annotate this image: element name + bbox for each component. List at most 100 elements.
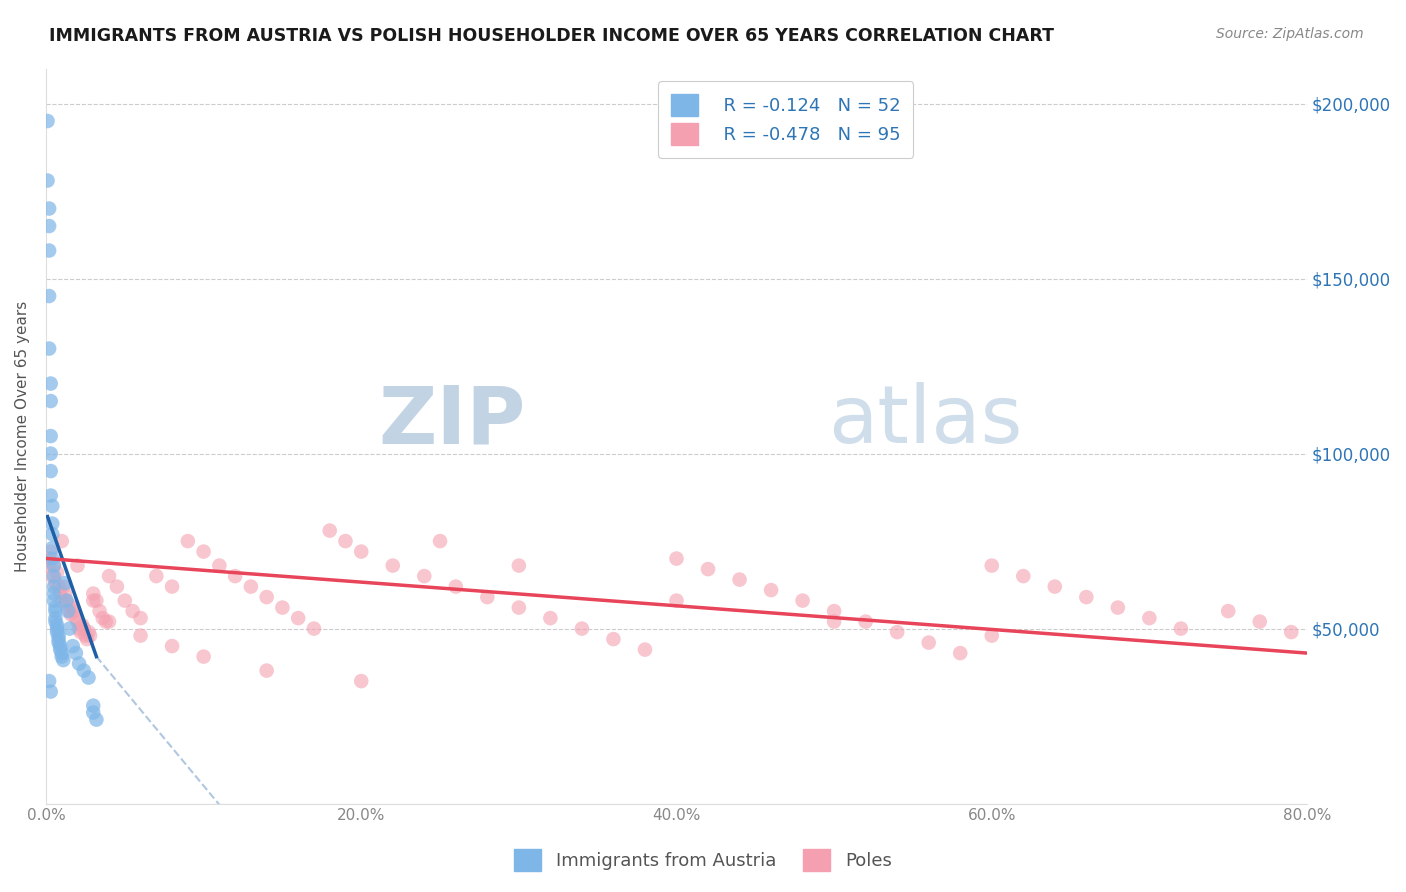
- Point: [48, 629, 70, 643]
- Point: [98, 569, 121, 583]
- Point: [1107, 600, 1129, 615]
- Point: [49, 639, 72, 653]
- Point: [82, 706, 104, 720]
- Point: [42, 558, 65, 573]
- Point: [37, 558, 59, 573]
- Point: [177, 534, 200, 549]
- Point: [129, 629, 152, 643]
- Point: [66, 615, 89, 629]
- Point: [82, 593, 104, 607]
- Point: [67, 622, 90, 636]
- Point: [37, 173, 59, 187]
- Point: [44, 604, 66, 618]
- Point: [1012, 569, 1035, 583]
- Point: [1279, 625, 1302, 640]
- Point: [429, 534, 451, 549]
- Point: [44, 615, 66, 629]
- Point: [39, 429, 62, 443]
- Point: [318, 524, 340, 538]
- Point: [208, 558, 231, 573]
- Point: [38, 244, 60, 258]
- Point: [89, 604, 111, 618]
- Point: [160, 580, 183, 594]
- Point: [49, 642, 72, 657]
- Point: [728, 573, 751, 587]
- Point: [38, 551, 60, 566]
- Point: [63, 604, 86, 618]
- Point: [350, 674, 373, 689]
- Y-axis label: Householder Income Over 65 years: Householder Income Over 65 years: [15, 301, 30, 572]
- Point: [48, 635, 70, 649]
- Point: [38, 219, 60, 233]
- Point: [51, 649, 73, 664]
- Point: [51, 646, 73, 660]
- Point: [792, 593, 814, 607]
- Point: [350, 544, 373, 558]
- Point: [1137, 611, 1160, 625]
- Point: [114, 593, 136, 607]
- Point: [42, 586, 65, 600]
- Point: [823, 615, 845, 629]
- Legend:   R = -0.124   N = 52,   R = -0.478   N = 95: R = -0.124 N = 52, R = -0.478 N = 95: [658, 81, 914, 158]
- Point: [59, 604, 82, 618]
- Point: [91, 611, 114, 625]
- Point: [42, 569, 65, 583]
- Point: [98, 615, 121, 629]
- Point: [79, 629, 101, 643]
- Point: [38, 342, 60, 356]
- Text: Source: ZipAtlas.com: Source: ZipAtlas.com: [1216, 27, 1364, 41]
- Point: [42, 558, 65, 573]
- Point: [160, 639, 183, 653]
- Point: [77, 625, 100, 640]
- Point: [121, 604, 143, 618]
- Point: [77, 671, 100, 685]
- Point: [413, 569, 436, 583]
- Point: [39, 544, 62, 558]
- Point: [980, 558, 1002, 573]
- Point: [39, 446, 62, 460]
- Point: [508, 558, 530, 573]
- Point: [37, 114, 59, 128]
- Point: [538, 611, 561, 625]
- Point: [665, 551, 688, 566]
- Point: [602, 632, 624, 646]
- Point: [41, 499, 63, 513]
- Point: [41, 551, 63, 566]
- Point: [256, 664, 278, 678]
- Point: [56, 597, 79, 611]
- Point: [508, 600, 530, 615]
- Point: [82, 586, 104, 600]
- Point: [59, 622, 82, 636]
- Point: [42, 580, 65, 594]
- Point: [145, 569, 167, 583]
- Point: [38, 289, 60, 303]
- Point: [886, 625, 908, 640]
- Point: [76, 632, 98, 646]
- Point: [66, 558, 89, 573]
- Point: [44, 611, 66, 625]
- Point: [53, 586, 76, 600]
- Text: atlas: atlas: [828, 383, 1022, 460]
- Point: [256, 590, 278, 604]
- Point: [193, 544, 215, 558]
- Point: [38, 202, 60, 216]
- Point: [41, 527, 63, 541]
- Point: [44, 600, 66, 615]
- Point: [51, 593, 73, 607]
- Point: [571, 622, 593, 636]
- Point: [949, 646, 972, 660]
- Point: [105, 580, 128, 594]
- Point: [239, 580, 262, 594]
- Point: [62, 639, 84, 653]
- Point: [86, 713, 108, 727]
- Point: [39, 684, 62, 698]
- Point: [444, 580, 467, 594]
- Point: [46, 622, 69, 636]
- Point: [86, 593, 108, 607]
- Point: [46, 618, 69, 632]
- Point: [75, 629, 97, 643]
- Point: [70, 618, 93, 632]
- Legend: Immigrants from Austria, Poles: Immigrants from Austria, Poles: [508, 842, 898, 879]
- Text: ZIP: ZIP: [378, 383, 526, 460]
- Point: [1076, 590, 1098, 604]
